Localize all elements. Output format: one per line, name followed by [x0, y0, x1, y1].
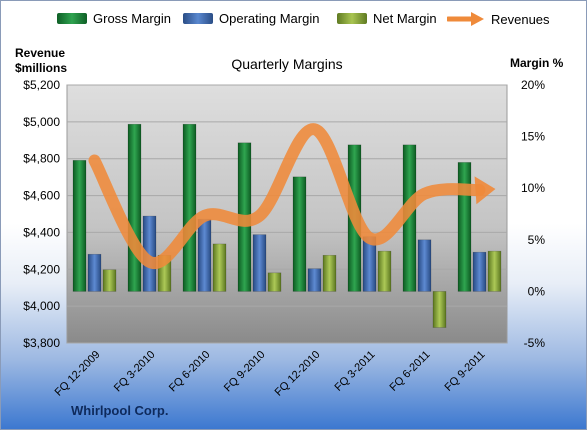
right-tick-label: 20%: [521, 78, 545, 92]
legend-operating-margin: Operating Margin: [183, 11, 319, 26]
legend-swatch-net: [337, 13, 367, 24]
net-margin-bar: [432, 291, 447, 328]
net-margin-bar: [487, 250, 502, 292]
gross-margin-bar: [72, 160, 87, 292]
x-tick-label: FQ 9-2010: [222, 349, 268, 395]
left-tick-label: $4,600: [23, 189, 60, 203]
x-tick-label: FQ 9-2011: [443, 349, 488, 394]
operating-margin-bar: [307, 268, 322, 292]
left-tick-label: $4,000: [23, 299, 60, 313]
x-tick-label: FQ 12-2009: [53, 349, 103, 399]
legend: Gross Margin Operating Margin Net Margin…: [1, 11, 586, 33]
revenues-arrowhead: [474, 176, 496, 205]
operating-margin-bar: [252, 234, 267, 292]
net-margin-bar: [212, 243, 227, 292]
x-tick-label: FQ 3-2011: [333, 349, 378, 394]
operating-margin-bar: [472, 251, 487, 292]
operating-margin-bar: [417, 239, 432, 292]
right-tick-label: 0%: [528, 284, 546, 298]
gross-margin-bar: [292, 176, 307, 292]
chart-title: Quarterly Margins: [231, 56, 343, 72]
legend-gross-margin: Gross Margin: [57, 11, 171, 26]
net-margin-bar: [322, 254, 337, 292]
legend-swatch-operating: [183, 13, 213, 24]
company-name: Whirlpool Corp.: [71, 403, 169, 418]
right-tick-label: -5%: [524, 336, 546, 350]
gross-margin-bar: [182, 123, 197, 292]
operating-margin-bar: [87, 253, 102, 292]
revenues-line: [88, 123, 486, 269]
left-tick-label: $4,800: [23, 152, 60, 166]
legend-label-net: Net Margin: [373, 11, 437, 26]
legend-label-gross: Gross Margin: [93, 11, 172, 26]
gross-margin-bar: [457, 162, 472, 292]
left-axis-title-line1: Revenue: [15, 46, 66, 60]
legend-arrow-icon: [447, 12, 484, 26]
legend-revenues: Revenues: [447, 11, 550, 27]
left-tick-label: $5,000: [23, 115, 60, 129]
x-tick-label: FQ 6-2011: [388, 349, 433, 394]
net-margin-bar: [102, 269, 117, 292]
left-tick-label: $3,800: [23, 336, 60, 350]
legend-net-margin: Net Margin: [337, 11, 437, 26]
left-tick-label: $4,200: [23, 262, 60, 276]
net-margin-bar: [267, 272, 282, 292]
left-axis-title: Revenue $millions: [15, 46, 67, 76]
left-tick-label: $4,400: [23, 225, 60, 239]
right-axis-title: Margin %: [510, 56, 564, 70]
operating-margin-bar: [197, 218, 212, 292]
right-tick-label: 5%: [528, 233, 546, 247]
left-axis-title-line2: $millions: [15, 61, 68, 75]
right-tick-label: 10%: [521, 181, 545, 195]
legend-swatch-gross: [57, 13, 87, 24]
left-tick-label: $5,200: [23, 78, 60, 92]
right-tick-label: 15%: [521, 130, 545, 144]
gross-margin-bar: [127, 123, 142, 292]
x-tick-label: FQ 6-2010: [167, 349, 213, 395]
x-tick-label: FQ 12-2010: [273, 349, 323, 399]
legend-label-operating: Operating Margin: [219, 11, 320, 26]
net-margin-bar: [377, 250, 392, 292]
x-tick-label: FQ 3-2010: [112, 349, 158, 395]
legend-label-revenues: Revenues: [491, 11, 550, 27]
